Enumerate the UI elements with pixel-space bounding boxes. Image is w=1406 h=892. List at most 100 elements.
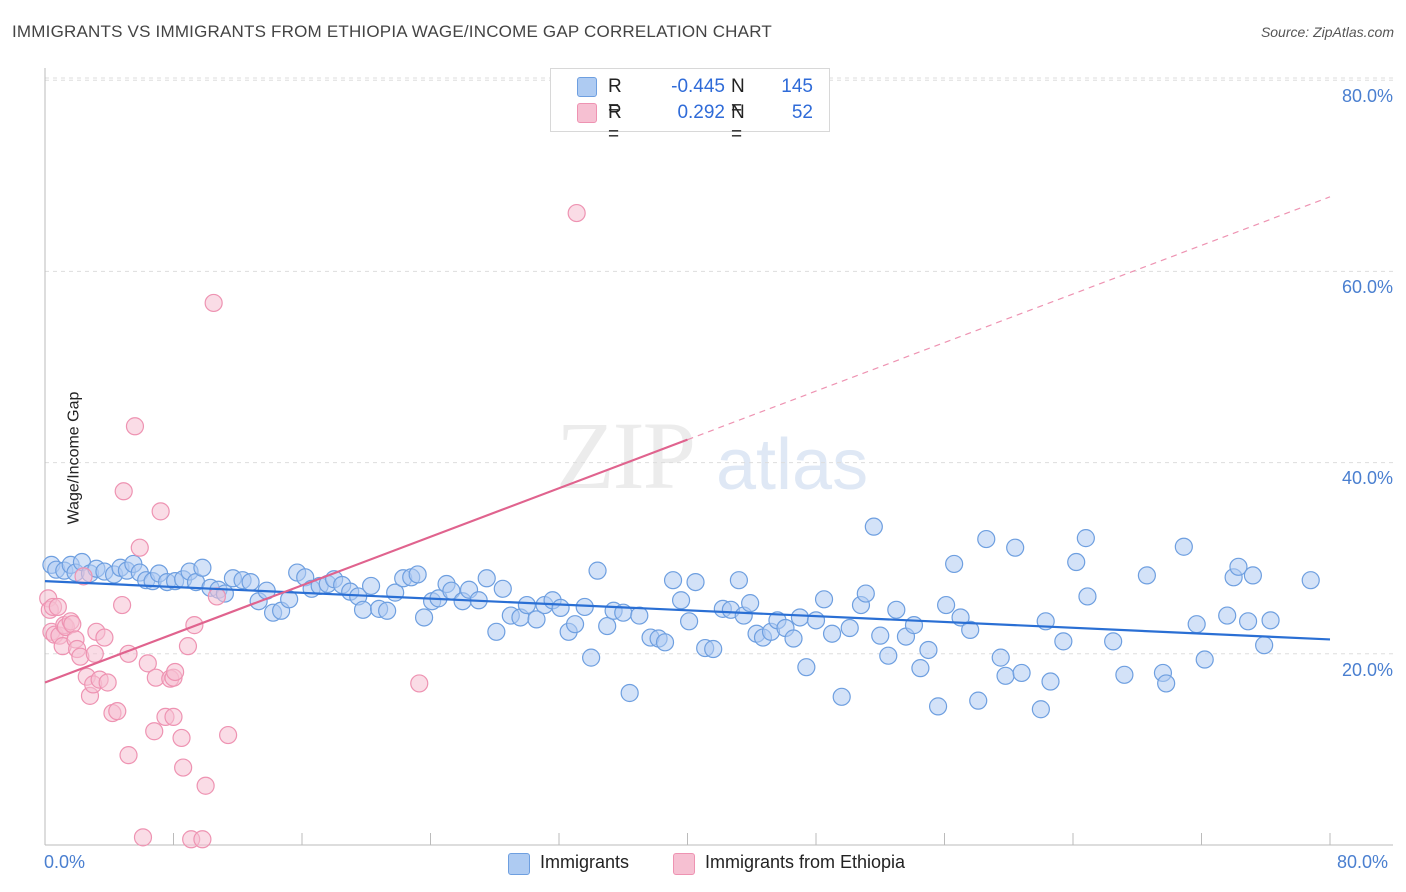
immigrants-point [991,648,1010,667]
immigrants-point [1115,665,1134,684]
ethiopia-point [145,722,164,741]
ethiopia-point [98,673,117,692]
x-tick-80: 80.0% [1337,852,1389,872]
n-label: N = [731,102,745,145]
immigrants-point [1078,587,1097,606]
ethiopia-point [193,830,212,849]
r-label: R = [608,102,622,145]
ethiopia-point [48,597,67,617]
immigrants-point [378,601,397,620]
ethiopia-point [204,293,223,313]
immigrants-point [588,561,607,580]
immigrants-point [1301,571,1320,590]
immigrants-point [961,620,980,640]
immigrants-point [582,648,601,667]
immigrants-point [527,610,546,629]
n-value: 145 [781,76,813,97]
immigrants-point [856,584,875,603]
source-credit: Source: ZipAtlas.com [1260,24,1394,40]
immigrants-point [241,572,260,592]
ethiopia-point [114,482,133,501]
ethiopia-trend-extension [687,196,1331,441]
y-tick-20: 20.0% [1341,660,1393,680]
immigrants-point [1031,700,1050,719]
n-value: 52 [791,102,813,123]
ethiopia-point [112,595,132,615]
ethiopia-point [119,746,138,765]
immigrants-point [1255,636,1274,655]
y-tick-60: 60.0% [1341,277,1393,297]
immigrants-point [1054,632,1073,651]
immigrants-point [806,611,826,630]
immigrants-point [1067,552,1086,572]
ethiopia-point [63,615,82,634]
immigrants-point [1195,650,1214,669]
immigrants-point [686,572,705,592]
ethiopia-point [567,203,586,223]
immigrants-point [879,646,898,665]
immigrants-point [937,595,956,615]
immigrants-point [996,666,1015,685]
immigrants-point [477,569,496,588]
ethiopia-point [133,828,153,847]
immigrants-point [1229,557,1248,576]
r-label: R = [608,76,622,119]
immigrants-point [551,598,570,618]
immigrants-point [1174,537,1193,556]
immigrants-point [832,687,851,706]
ethiopia-point [196,776,215,795]
immigrants-point [887,600,906,619]
immigrants-point [1218,606,1237,625]
immigrants-point [704,639,723,659]
y-axis-label: Wage/Income Gap [65,391,83,525]
r-value: -0.445 [671,76,725,97]
immigrants-point [517,595,536,615]
ethiopia-point [85,644,104,663]
immigrants-point [784,629,803,648]
legend-label: Immigrants [540,852,630,872]
ethiopia-point [130,538,149,557]
x-tick-0: 0.0% [44,852,86,872]
immigrants-point [1238,612,1258,631]
n-label: N = [731,76,745,119]
ethiopia-point [164,707,183,726]
immigrants-point [928,697,948,716]
immigrants-point [741,594,760,613]
immigrants-point [871,626,890,645]
y-tick-80: 80.0% [1341,86,1393,106]
ethiopia-point [108,702,127,721]
watermark-zip: ZIP [556,402,696,509]
immigrants-point [814,590,834,609]
ethiopia-point [138,654,157,673]
immigrants-point [904,616,924,635]
ethiopia-point [172,728,191,748]
immigrants-point [1076,529,1095,548]
ethiopia-point [219,725,238,745]
ethiopia-point [95,628,114,647]
immigrants-point [1137,566,1156,585]
immigrants-point [493,579,512,598]
immigrants-point [840,618,859,638]
immigrants-point [630,606,649,625]
immigrants-point [977,529,996,549]
immigrants-point [680,612,699,631]
ethiopia-legend-swatch [673,853,695,875]
ethiopia-point [178,637,198,656]
immigrants-point [1187,615,1206,634]
ethiopia-trend-line [44,438,688,684]
immigrants-point [919,640,938,660]
immigrants-point [1012,663,1031,683]
ethiopia-point [125,417,145,436]
immigrants-point [598,616,617,636]
immigrants-point [1041,672,1060,691]
ethiopia-point [74,567,93,586]
immigrants-point [864,517,883,536]
immigrants-point [620,683,639,703]
ethiopia-point [410,674,429,693]
ethiopia-swatch [577,103,597,123]
series-legend: Immigrants Immigrants from Ethiopia [0,852,1406,878]
legend-label: Immigrants from Ethiopia [705,852,906,872]
immigrants-point [671,591,691,610]
immigrants-point [822,624,842,643]
